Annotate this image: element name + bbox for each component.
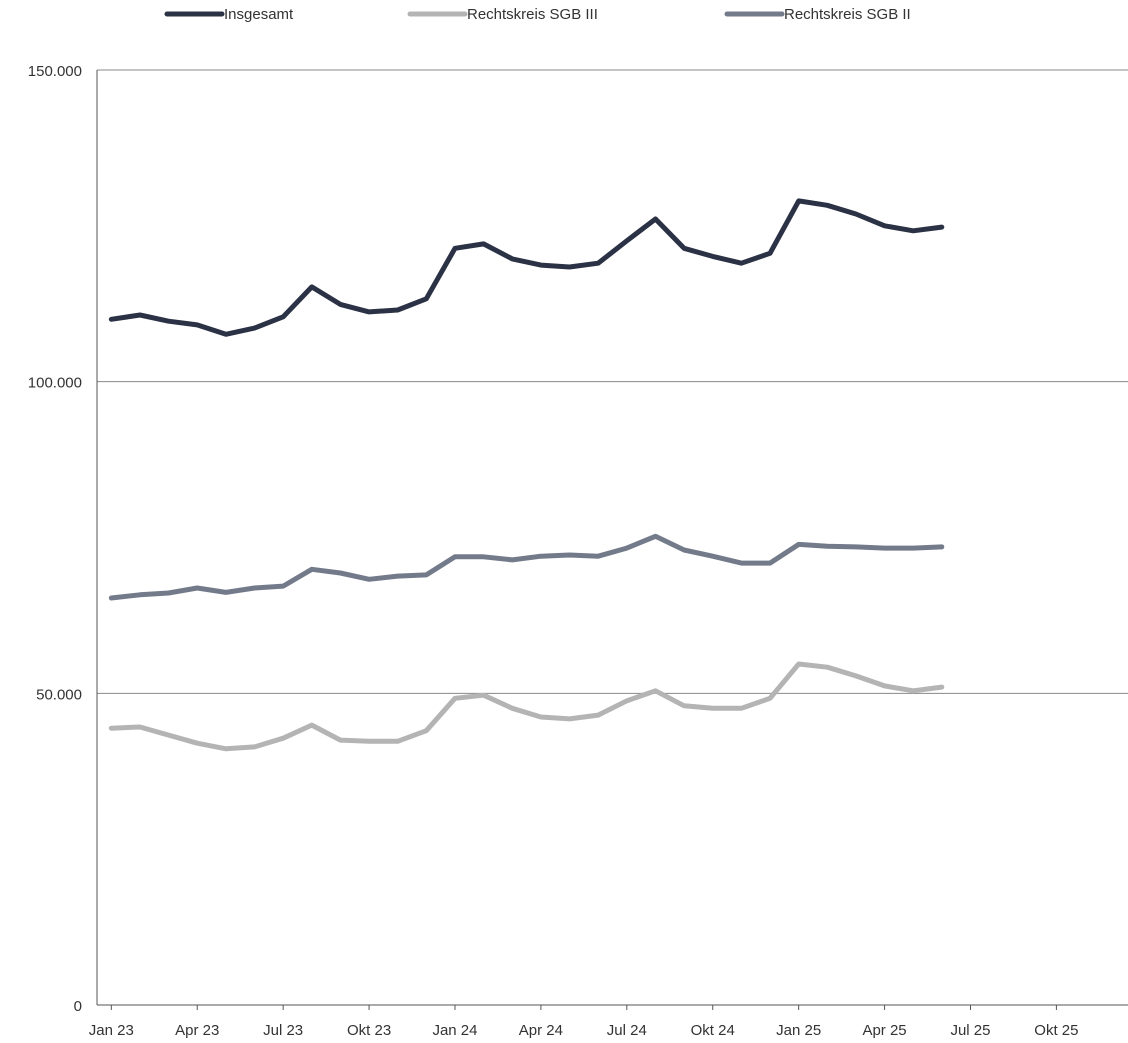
legend-label: Rechtskreis SGB III xyxy=(467,6,598,23)
x-tick-label: Apr 23 xyxy=(175,1022,219,1039)
x-tick-label: Jul 23 xyxy=(263,1022,303,1039)
legend-label: Insgesamt xyxy=(224,6,294,23)
x-tick-label: Okt 23 xyxy=(347,1022,391,1039)
x-tick-label: Jul 25 xyxy=(950,1022,990,1039)
series-line xyxy=(108,198,945,337)
x-tick-label: Jul 24 xyxy=(607,1022,647,1039)
series-line xyxy=(108,661,945,752)
x-tick-label: Apr 24 xyxy=(519,1022,563,1039)
x-tick-label: Jan 24 xyxy=(432,1022,477,1039)
x-tick-label: Apr 25 xyxy=(862,1022,906,1039)
legend-label: Rechtskreis SGB II xyxy=(784,6,911,23)
y-tick-label: 50.000 xyxy=(36,686,82,703)
x-tick-label: Okt 25 xyxy=(1034,1022,1078,1039)
x-tick-label: Jan 23 xyxy=(89,1022,134,1039)
x-tick-label: Okt 24 xyxy=(691,1022,735,1039)
series-line xyxy=(108,533,945,601)
y-tick-label: 0 xyxy=(74,998,82,1015)
x-tick-label: Jan 25 xyxy=(776,1022,821,1039)
y-tick-label: 100.000 xyxy=(28,375,82,392)
y-tick-label: 150.000 xyxy=(28,63,82,80)
